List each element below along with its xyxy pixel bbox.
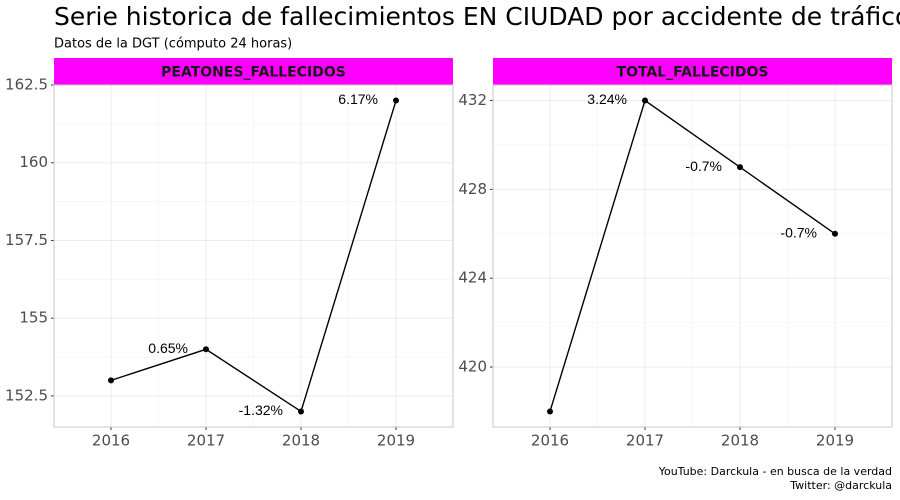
x-tick-label: 2019	[816, 432, 854, 450]
point	[298, 408, 304, 415]
point	[393, 97, 399, 104]
line	[549, 99, 836, 412]
x-tick-label: 2016	[531, 432, 569, 450]
panel-border	[53, 84, 454, 428]
y-tick-label: 432	[458, 91, 487, 109]
annotation: 3.24%	[587, 91, 627, 107]
point	[203, 346, 209, 353]
x-tick-label: 2018	[282, 432, 320, 450]
point	[547, 408, 553, 415]
panel-border	[492, 84, 893, 428]
y-tick-label: 155	[19, 309, 48, 327]
y-tick-label: 160	[19, 153, 48, 171]
strip	[54, 58, 453, 85]
annotation: -0.7%	[780, 224, 817, 240]
x-tick-label: 2016	[92, 432, 130, 450]
title: Serie historica de fallecimientos EN CIU…	[54, 2, 900, 31]
subtitle: Datos de la DGT (cómputo 24 horas)	[54, 37, 292, 52]
point	[642, 97, 648, 104]
y-tick-label: 162.5	[5, 76, 48, 94]
strip-title: PEATONES_FALLECIDOS	[161, 65, 346, 81]
point	[737, 164, 743, 171]
y-tick-label: 420	[458, 358, 487, 376]
y-tick-label: 157.5	[5, 231, 48, 249]
point	[832, 230, 838, 237]
strip	[493, 58, 892, 85]
caption: YouTube: Darckula - en busca de la verda…	[658, 465, 892, 478]
x-tick-label: 2019	[377, 432, 415, 450]
y-tick-label: 428	[458, 180, 487, 198]
x-tick-label: 2017	[187, 432, 225, 450]
x-tick-label: 2018	[721, 432, 759, 450]
x-tick-label: 2017	[626, 432, 664, 450]
annotation: 0.65%	[148, 340, 188, 356]
strip-title: TOTAL_FALLECIDOS	[617, 65, 769, 81]
line	[110, 100, 397, 413]
annotation: -0.7%	[685, 158, 722, 174]
caption: Twitter: @darckula	[789, 479, 892, 492]
y-tick-label: 424	[458, 269, 487, 287]
point	[108, 377, 114, 384]
y-tick-label: 152.5	[5, 386, 48, 404]
annotation: -1.32%	[239, 402, 283, 418]
annotation: 6.17%	[338, 91, 378, 107]
